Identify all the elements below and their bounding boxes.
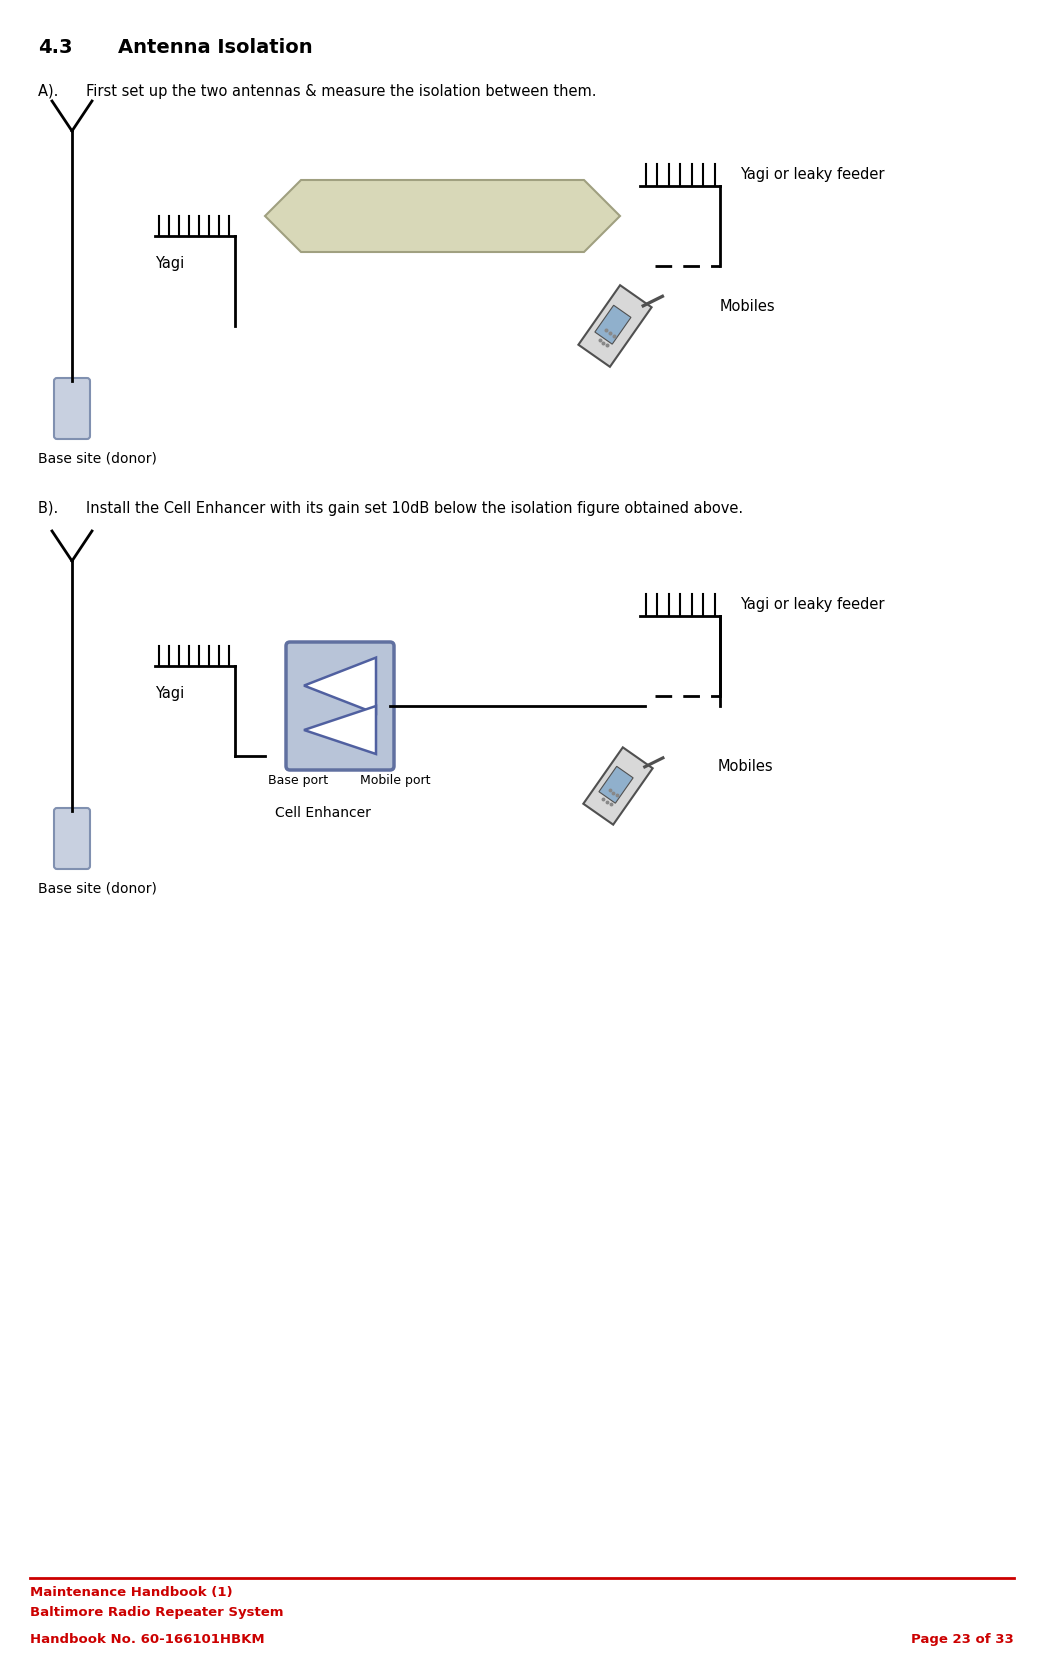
Text: Yagi: Yagi xyxy=(155,686,184,701)
Polygon shape xyxy=(304,658,376,713)
Text: Baltimore Radio Repeater System: Baltimore Radio Repeater System xyxy=(30,1606,284,1619)
Text: Yagi or leaky feeder: Yagi or leaky feeder xyxy=(740,596,884,611)
Text: Maintenance Handbook (1): Maintenance Handbook (1) xyxy=(30,1586,233,1599)
Polygon shape xyxy=(578,285,651,367)
Text: Handbook No. 60-166101HBKM: Handbook No. 60-166101HBKM xyxy=(30,1633,264,1646)
Polygon shape xyxy=(595,305,631,345)
Text: Antenna Isolation: Antenna Isolation xyxy=(118,38,312,57)
Text: Mobiles: Mobiles xyxy=(718,758,774,773)
Text: Yagi or leaky feeder: Yagi or leaky feeder xyxy=(740,167,884,182)
Polygon shape xyxy=(584,748,652,825)
FancyBboxPatch shape xyxy=(286,641,394,770)
Text: Yagi: Yagi xyxy=(155,257,184,272)
Text: Cell Enhancer: Cell Enhancer xyxy=(275,806,371,820)
FancyBboxPatch shape xyxy=(54,378,90,440)
Text: A).      First set up the two antennas & measure the isolation between them.: A). First set up the two antennas & meas… xyxy=(38,83,596,98)
Text: Base site (donor): Base site (donor) xyxy=(38,881,157,895)
Text: Mobile port: Mobile port xyxy=(360,775,430,786)
Text: Base site (donor): Base site (donor) xyxy=(38,451,157,465)
Text: Base port: Base port xyxy=(268,775,328,786)
Text: B).      Install the Cell Enhancer with its gain set 10dB below the isolation fi: B). Install the Cell Enhancer with its g… xyxy=(38,501,743,516)
Text: Measure Isolation: Measure Isolation xyxy=(378,190,506,205)
Text: between antennas: between antennas xyxy=(374,227,511,242)
Text: Mobiles: Mobiles xyxy=(720,298,776,313)
Text: 4.3: 4.3 xyxy=(38,38,72,57)
Text: Page 23 of 33: Page 23 of 33 xyxy=(911,1633,1014,1646)
Polygon shape xyxy=(599,766,633,803)
Polygon shape xyxy=(304,706,376,755)
FancyBboxPatch shape xyxy=(54,808,90,870)
Polygon shape xyxy=(265,180,620,252)
